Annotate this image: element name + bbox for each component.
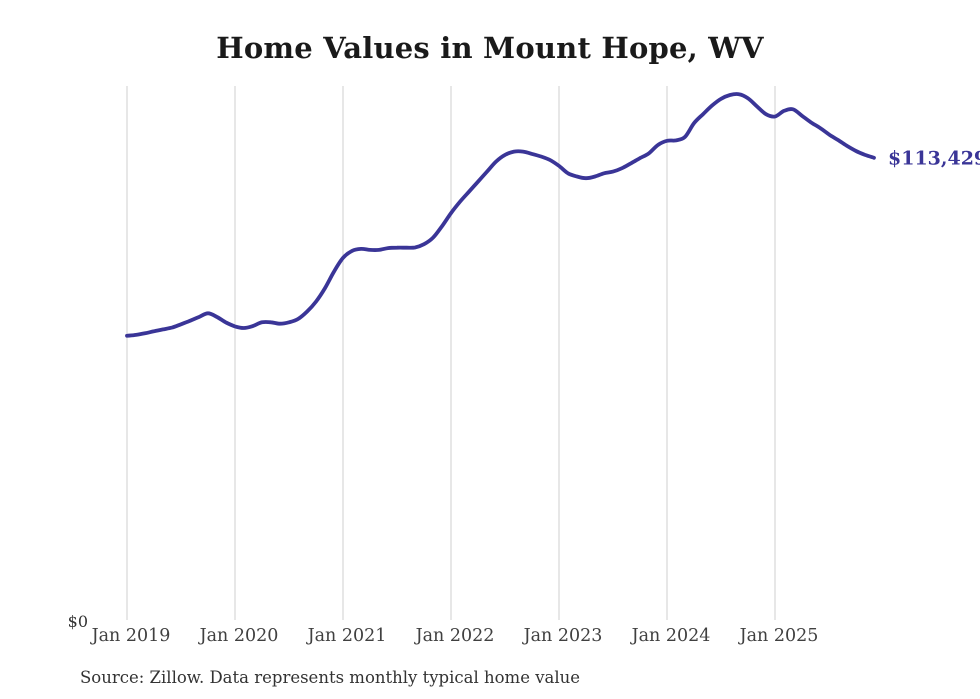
x-tick-label: Jan 2020 (198, 626, 279, 646)
x-tick-label: Jan 2019 (90, 626, 171, 646)
y-tick-label: $0 (68, 612, 88, 631)
source-note: Source: Zillow. Data represents monthly … (80, 668, 581, 687)
end-value-label: $113,429 (888, 147, 980, 169)
home-value-line (125, 92, 876, 338)
x-tick-label: Jan 2025 (738, 626, 819, 646)
x-tick-label: Jan 2024 (630, 626, 711, 646)
x-tick-label: Jan 2021 (306, 626, 387, 646)
chart-title: Home Values in Mount Hope, WV (216, 31, 764, 65)
x-tick-label: Jan 2022 (414, 626, 495, 646)
x-tick-label: Jan 2023 (522, 626, 603, 646)
